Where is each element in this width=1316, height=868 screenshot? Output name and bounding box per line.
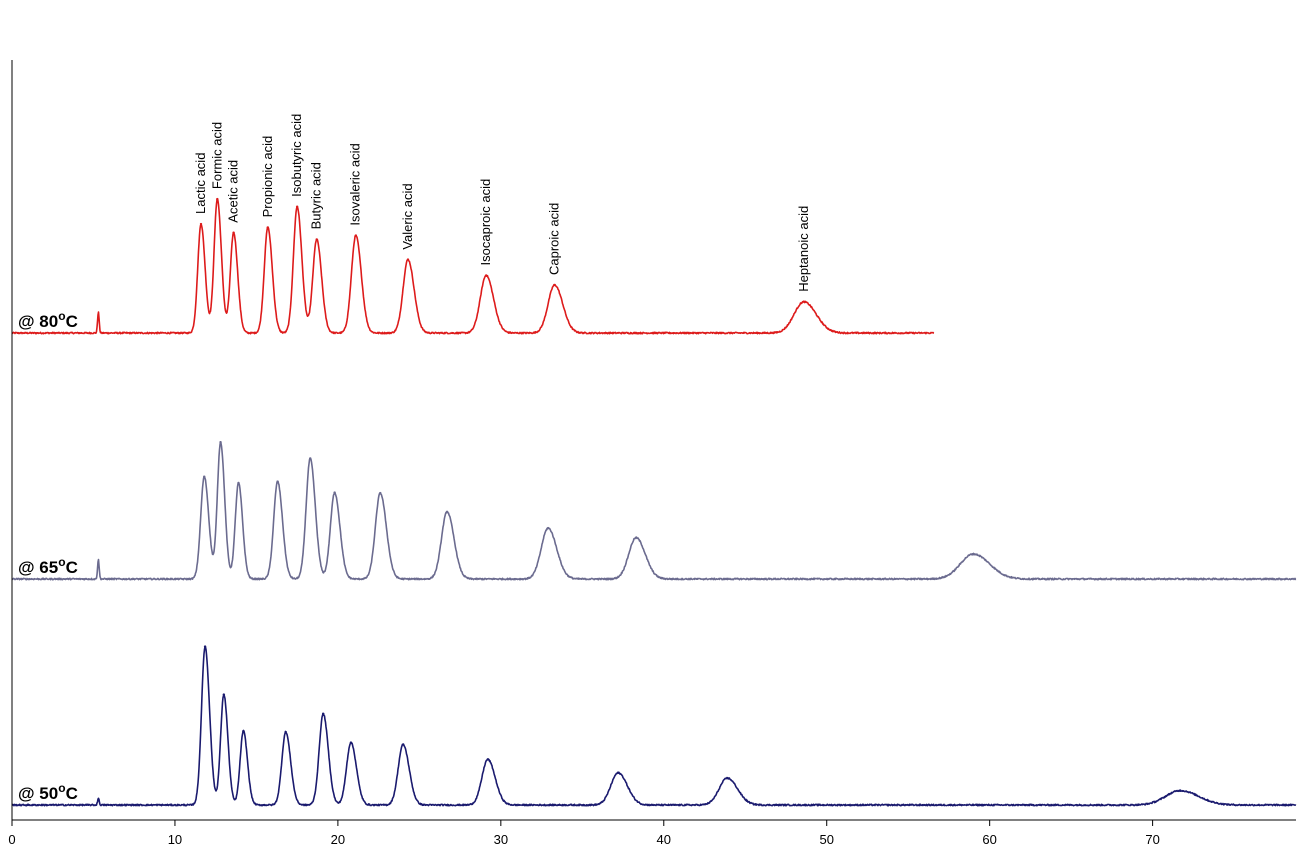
peak-name-label: Isovaleric acid — [348, 143, 363, 225]
peak-apex-point — [203, 475, 206, 478]
peak-apex-point — [232, 231, 235, 234]
peak-apex-point — [634, 536, 638, 539]
peak-apex-point — [546, 526, 550, 530]
peak-apex-point — [242, 729, 245, 733]
trace-label-degree: o — [58, 309, 65, 323]
series-line — [11, 198, 935, 335]
peak-apex-point — [379, 491, 382, 495]
peak-apex-point — [349, 741, 353, 744]
x-tick-label: 30 — [494, 832, 508, 847]
peak-apex-point — [308, 457, 312, 460]
peak-apex-point — [354, 234, 358, 237]
peak-apex-point — [276, 480, 279, 483]
trace-temperature-label: @ 65oC — [18, 555, 78, 577]
trace-label-unit: C — [66, 312, 78, 331]
trace-label-text: @ 80 — [18, 312, 58, 331]
peak-apex-point — [726, 776, 729, 780]
x-tick-label: 70 — [1145, 832, 1159, 847]
series-line — [11, 440, 1297, 581]
peak-apex-point — [219, 441, 222, 444]
peak-apex-point — [322, 712, 325, 715]
peak-apex-point — [295, 205, 299, 208]
peak-apex-point — [406, 258, 410, 261]
trace-temperature-label: @ 50oC — [18, 781, 78, 803]
trace-label-unit: C — [66, 784, 78, 803]
peak-apex-point — [216, 197, 219, 201]
trace-label-text: @ 65 — [18, 558, 58, 577]
peak-apex-point — [315, 238, 318, 241]
trace-label-unit: C — [66, 558, 78, 577]
peak-name-label: Caproic acid — [547, 203, 562, 275]
x-tick-label: 40 — [657, 832, 671, 847]
peak-apex-point — [237, 481, 240, 485]
peak-apex-point — [401, 743, 405, 746]
trace-label-degree: o — [58, 781, 65, 795]
peak-name-label: Isocaproic acid — [478, 179, 493, 266]
peak-name-label: Formic acid — [209, 122, 224, 189]
trace-label-text: @ 50 — [18, 784, 58, 803]
x-tick-label: 50 — [819, 832, 833, 847]
peak-name-label: Propionic acid — [260, 136, 275, 218]
peak-apex-point — [222, 693, 226, 696]
peak-name-label: Isobutyric acid — [289, 114, 304, 197]
peak-apex-point — [802, 300, 806, 303]
peak-name-label: Heptanoic acid — [796, 206, 811, 292]
x-tick-label: 10 — [168, 832, 182, 847]
peak-name-label: Valeric acid — [400, 183, 415, 249]
x-tick-label: 0 — [8, 832, 15, 847]
peak-name-label: Butyric acid — [309, 162, 324, 229]
peak-apex-point — [284, 730, 287, 734]
peak-apex-point — [553, 283, 556, 287]
x-tick-label: 20 — [331, 832, 345, 847]
peak-apex-point — [199, 222, 203, 226]
peak-apex-point — [203, 645, 207, 648]
peak-apex-point — [484, 274, 488, 277]
series-line — [11, 646, 1297, 807]
peak-apex-point — [486, 758, 489, 761]
peak-name-label: Acetic acid — [226, 160, 241, 223]
trace-temperature-label: @ 80oC — [18, 309, 78, 331]
peak-apex-point — [333, 491, 336, 494]
peak-apex-point — [1179, 789, 1182, 792]
peak-apex-point — [972, 552, 975, 556]
peak-name-label: Lactic acid — [193, 153, 208, 214]
peak-apex-point — [266, 226, 270, 229]
peak-apex-point — [445, 510, 449, 513]
trace-label-degree: o — [58, 555, 65, 569]
axes-layer: 0 10 20 30 40 50 60 70 — [8, 60, 1296, 847]
x-tick-label: 60 — [982, 832, 996, 847]
traces-layer — [11, 197, 1297, 807]
peak-apex-point — [616, 771, 620, 775]
